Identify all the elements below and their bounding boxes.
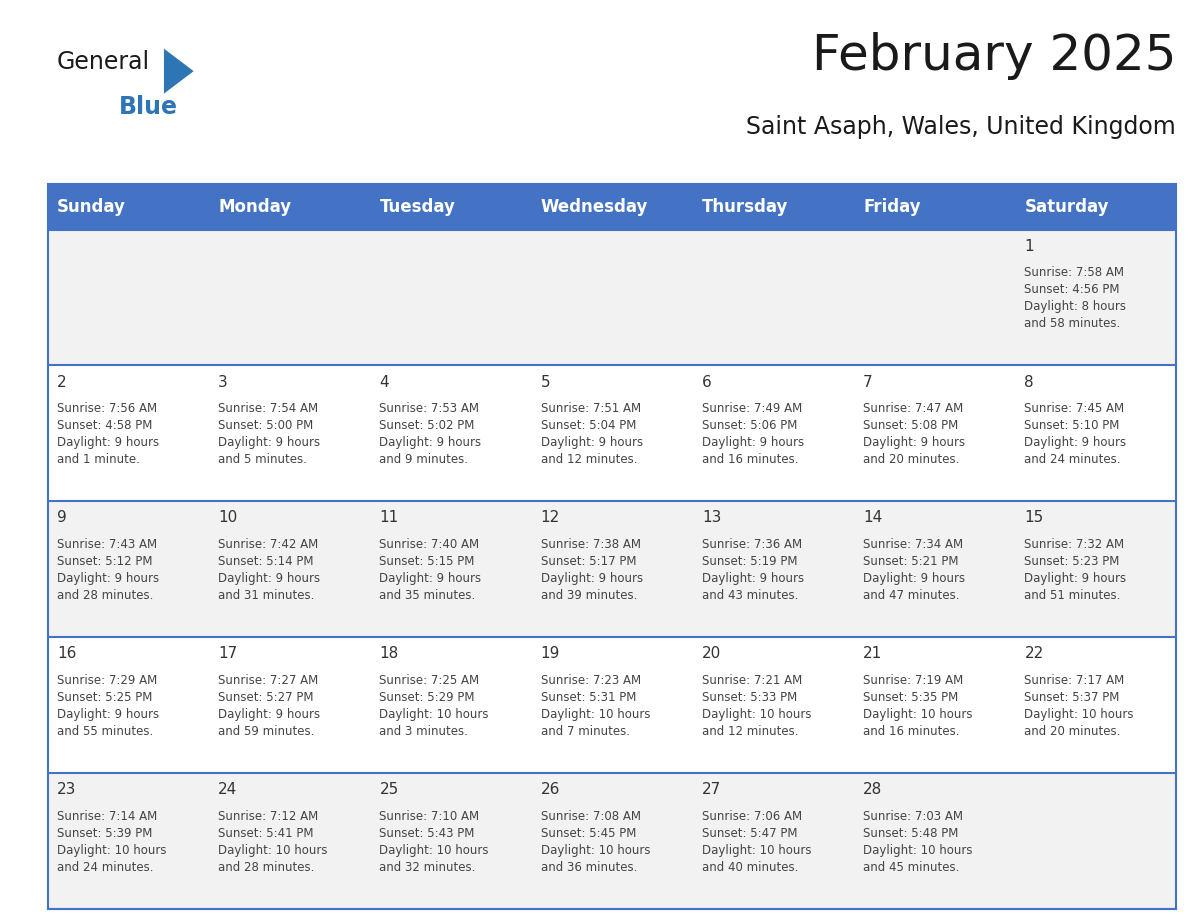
Text: 11: 11 [379, 510, 399, 525]
Text: Sunrise: 7:27 AM
Sunset: 5:27 PM
Daylight: 9 hours
and 59 minutes.: Sunrise: 7:27 AM Sunset: 5:27 PM Dayligh… [219, 674, 321, 738]
Text: Friday: Friday [864, 197, 921, 216]
Text: Sunrise: 7:51 AM
Sunset: 5:04 PM
Daylight: 9 hours
and 12 minutes.: Sunrise: 7:51 AM Sunset: 5:04 PM Dayligh… [541, 402, 643, 466]
Text: 1: 1 [1024, 239, 1034, 253]
Text: Sunrise: 7:58 AM
Sunset: 4:56 PM
Daylight: 8 hours
and 58 minutes.: Sunrise: 7:58 AM Sunset: 4:56 PM Dayligh… [1024, 266, 1126, 330]
Bar [854, 184, 1015, 230]
Text: Sunrise: 7:49 AM
Sunset: 5:06 PM
Daylight: 9 hours
and 16 minutes.: Sunrise: 7:49 AM Sunset: 5:06 PM Dayligh… [702, 402, 804, 466]
Bar [48, 365, 1176, 501]
Bar [531, 184, 693, 230]
Text: 28: 28 [864, 782, 883, 797]
Text: 25: 25 [379, 782, 399, 797]
Bar [693, 184, 854, 230]
Text: 23: 23 [57, 782, 76, 797]
Text: Sunrise: 7:45 AM
Sunset: 5:10 PM
Daylight: 9 hours
and 24 minutes.: Sunrise: 7:45 AM Sunset: 5:10 PM Dayligh… [1024, 402, 1126, 466]
Text: 10: 10 [219, 510, 238, 525]
Text: Sunrise: 7:23 AM
Sunset: 5:31 PM
Daylight: 10 hours
and 7 minutes.: Sunrise: 7:23 AM Sunset: 5:31 PM Dayligh… [541, 674, 650, 738]
Text: 16: 16 [57, 646, 76, 661]
Bar [48, 184, 1176, 909]
Text: Sunrise: 7:17 AM
Sunset: 5:37 PM
Daylight: 10 hours
and 20 minutes.: Sunrise: 7:17 AM Sunset: 5:37 PM Dayligh… [1024, 674, 1133, 738]
Text: Sunrise: 7:38 AM
Sunset: 5:17 PM
Daylight: 9 hours
and 39 minutes.: Sunrise: 7:38 AM Sunset: 5:17 PM Dayligh… [541, 538, 643, 602]
Text: Sunrise: 7:21 AM
Sunset: 5:33 PM
Daylight: 10 hours
and 12 minutes.: Sunrise: 7:21 AM Sunset: 5:33 PM Dayligh… [702, 674, 811, 738]
Text: 4: 4 [379, 375, 390, 389]
Bar [48, 773, 1176, 909]
Text: Wednesday: Wednesday [541, 197, 649, 216]
Text: Monday: Monday [219, 197, 291, 216]
Bar [48, 230, 1176, 365]
Text: 7: 7 [864, 375, 873, 389]
Text: Sunrise: 7:56 AM
Sunset: 4:58 PM
Daylight: 9 hours
and 1 minute.: Sunrise: 7:56 AM Sunset: 4:58 PM Dayligh… [57, 402, 159, 466]
Text: Sunday: Sunday [57, 197, 126, 216]
Text: 24: 24 [219, 782, 238, 797]
Bar [48, 637, 1176, 773]
Text: 15: 15 [1024, 510, 1043, 525]
Text: 2: 2 [57, 375, 67, 389]
Text: 13: 13 [702, 510, 721, 525]
Text: Saint Asaph, Wales, United Kingdom: Saint Asaph, Wales, United Kingdom [746, 115, 1176, 139]
Text: Sunrise: 7:53 AM
Sunset: 5:02 PM
Daylight: 9 hours
and 9 minutes.: Sunrise: 7:53 AM Sunset: 5:02 PM Dayligh… [379, 402, 481, 466]
Text: 21: 21 [864, 646, 883, 661]
Text: Sunrise: 7:32 AM
Sunset: 5:23 PM
Daylight: 9 hours
and 51 minutes.: Sunrise: 7:32 AM Sunset: 5:23 PM Dayligh… [1024, 538, 1126, 602]
Text: 12: 12 [541, 510, 560, 525]
Text: Sunrise: 7:40 AM
Sunset: 5:15 PM
Daylight: 9 hours
and 35 minutes.: Sunrise: 7:40 AM Sunset: 5:15 PM Dayligh… [379, 538, 481, 602]
Bar [1015, 184, 1176, 230]
Text: Sunrise: 7:06 AM
Sunset: 5:47 PM
Daylight: 10 hours
and 40 minutes.: Sunrise: 7:06 AM Sunset: 5:47 PM Dayligh… [702, 810, 811, 874]
Text: Sunrise: 7:03 AM
Sunset: 5:48 PM
Daylight: 10 hours
and 45 minutes.: Sunrise: 7:03 AM Sunset: 5:48 PM Dayligh… [864, 810, 973, 874]
Text: Sunrise: 7:14 AM
Sunset: 5:39 PM
Daylight: 10 hours
and 24 minutes.: Sunrise: 7:14 AM Sunset: 5:39 PM Dayligh… [57, 810, 166, 874]
Text: Sunrise: 7:42 AM
Sunset: 5:14 PM
Daylight: 9 hours
and 31 minutes.: Sunrise: 7:42 AM Sunset: 5:14 PM Dayligh… [219, 538, 321, 602]
Text: Sunrise: 7:10 AM
Sunset: 5:43 PM
Daylight: 10 hours
and 32 minutes.: Sunrise: 7:10 AM Sunset: 5:43 PM Dayligh… [379, 810, 489, 874]
Text: Saturday: Saturday [1024, 197, 1108, 216]
Bar [369, 184, 531, 230]
Text: 18: 18 [379, 646, 399, 661]
Text: February 2025: February 2025 [811, 32, 1176, 80]
Text: Sunrise: 7:54 AM
Sunset: 5:00 PM
Daylight: 9 hours
and 5 minutes.: Sunrise: 7:54 AM Sunset: 5:00 PM Dayligh… [219, 402, 321, 466]
Text: 17: 17 [219, 646, 238, 661]
Text: Tuesday: Tuesday [379, 197, 455, 216]
Polygon shape [164, 49, 194, 94]
Bar [48, 501, 1176, 637]
Text: 3: 3 [219, 375, 228, 389]
Text: Sunrise: 7:43 AM
Sunset: 5:12 PM
Daylight: 9 hours
and 28 minutes.: Sunrise: 7:43 AM Sunset: 5:12 PM Dayligh… [57, 538, 159, 602]
Text: 22: 22 [1024, 646, 1043, 661]
Text: Sunrise: 7:25 AM
Sunset: 5:29 PM
Daylight: 10 hours
and 3 minutes.: Sunrise: 7:25 AM Sunset: 5:29 PM Dayligh… [379, 674, 489, 738]
Text: 14: 14 [864, 510, 883, 525]
Text: General: General [57, 50, 150, 74]
Text: 9: 9 [57, 510, 67, 525]
Text: Blue: Blue [119, 95, 178, 118]
Text: 6: 6 [702, 375, 712, 389]
Bar [209, 184, 369, 230]
Text: Sunrise: 7:12 AM
Sunset: 5:41 PM
Daylight: 10 hours
and 28 minutes.: Sunrise: 7:12 AM Sunset: 5:41 PM Dayligh… [219, 810, 328, 874]
Text: Sunrise: 7:47 AM
Sunset: 5:08 PM
Daylight: 9 hours
and 20 minutes.: Sunrise: 7:47 AM Sunset: 5:08 PM Dayligh… [864, 402, 966, 466]
Text: 8: 8 [1024, 375, 1034, 389]
Text: Sunrise: 7:08 AM
Sunset: 5:45 PM
Daylight: 10 hours
and 36 minutes.: Sunrise: 7:08 AM Sunset: 5:45 PM Dayligh… [541, 810, 650, 874]
Text: 26: 26 [541, 782, 560, 797]
Text: Sunrise: 7:36 AM
Sunset: 5:19 PM
Daylight: 9 hours
and 43 minutes.: Sunrise: 7:36 AM Sunset: 5:19 PM Dayligh… [702, 538, 804, 602]
Text: 27: 27 [702, 782, 721, 797]
Text: 20: 20 [702, 646, 721, 661]
Text: 5: 5 [541, 375, 550, 389]
Text: Thursday: Thursday [702, 197, 789, 216]
Text: 19: 19 [541, 646, 560, 661]
Text: Sunrise: 7:34 AM
Sunset: 5:21 PM
Daylight: 9 hours
and 47 minutes.: Sunrise: 7:34 AM Sunset: 5:21 PM Dayligh… [864, 538, 966, 602]
Text: Sunrise: 7:29 AM
Sunset: 5:25 PM
Daylight: 9 hours
and 55 minutes.: Sunrise: 7:29 AM Sunset: 5:25 PM Dayligh… [57, 674, 159, 738]
Bar [48, 184, 209, 230]
Text: Sunrise: 7:19 AM
Sunset: 5:35 PM
Daylight: 10 hours
and 16 minutes.: Sunrise: 7:19 AM Sunset: 5:35 PM Dayligh… [864, 674, 973, 738]
